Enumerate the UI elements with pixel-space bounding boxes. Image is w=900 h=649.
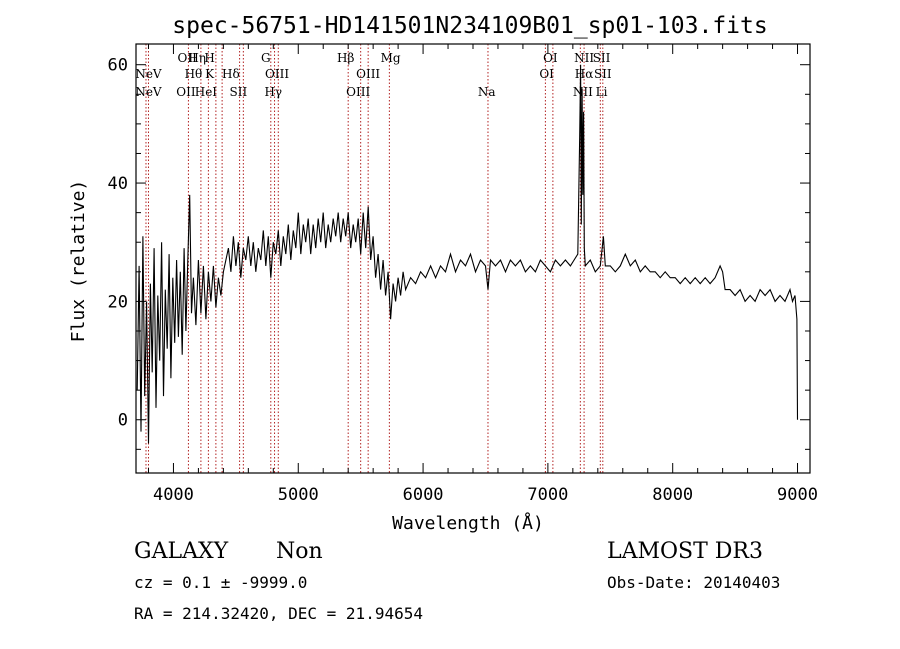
x-tick-label: 7000 bbox=[527, 485, 568, 505]
spectral-line-label: Hδ bbox=[222, 67, 240, 81]
spectral-line-label: HeI bbox=[195, 85, 218, 99]
spectral-line-label: OIII bbox=[346, 85, 370, 99]
y-tick-label: 0 bbox=[118, 411, 128, 431]
spectral-line-markers bbox=[145, 44, 604, 473]
spectral-line-label: K bbox=[205, 67, 215, 81]
spectral-line-label: NII bbox=[573, 85, 593, 99]
spectral-line-label: Hθ bbox=[185, 67, 203, 81]
spectral-line-label: Mg bbox=[381, 51, 401, 65]
survey-name: LAMOST DR3 bbox=[607, 539, 763, 564]
spectral-line-label: Na bbox=[478, 85, 496, 99]
spectral-line-label: SII bbox=[594, 67, 612, 81]
spectral-line-label: SII bbox=[229, 85, 247, 99]
spectral-line-label: H bbox=[204, 51, 214, 65]
y-axis-label: Flux (relative) bbox=[68, 180, 89, 343]
object-subclass: Non bbox=[276, 539, 323, 564]
x-tick-label: 8000 bbox=[652, 485, 693, 505]
spectral-line-label: SII bbox=[593, 51, 611, 65]
x-tick-label: 5000 bbox=[278, 485, 319, 505]
x-tick-label: 9000 bbox=[777, 485, 818, 505]
spectral-line-label: OII bbox=[176, 85, 196, 99]
x-tick-label: 6000 bbox=[403, 485, 444, 505]
spectral-line-label: OII bbox=[178, 51, 198, 65]
spectral-line-label: NeV bbox=[135, 67, 162, 81]
spectral-line-label: Hα bbox=[575, 67, 594, 81]
spectral-line-label: OIII bbox=[265, 67, 289, 81]
observation-date: Obs-Date: 20140403 bbox=[607, 573, 780, 592]
y-tick-label: 20 bbox=[108, 292, 128, 312]
spectral-line-label: Li bbox=[596, 85, 608, 99]
spectral-line-label: Hη bbox=[188, 51, 206, 65]
x-axis-ticks: 4000 5000 6000 7000 8000 9000 bbox=[147, 44, 818, 505]
y-axis-ticks: 0 20 40 60 bbox=[108, 56, 810, 450]
spectral-line-label: Hβ bbox=[337, 51, 354, 65]
spectral-line-label: OI bbox=[539, 67, 554, 81]
spectral-line-label: G bbox=[261, 51, 271, 65]
spectral-line-label: Hγ bbox=[264, 85, 282, 99]
coordinates-readout: RA = 214.32420, DEC = 21.94654 bbox=[134, 604, 423, 623]
y-tick-label: 60 bbox=[108, 56, 128, 76]
spectral-line-label: OI bbox=[543, 51, 558, 65]
chart-title: spec-56751-HD141501N234109B01_sp01-103.f… bbox=[172, 13, 767, 39]
spectral-line-label: NII bbox=[574, 51, 594, 65]
spectral-line-label: OIII bbox=[356, 67, 380, 81]
flux-series-line bbox=[136, 64, 799, 444]
x-axis-label: Wavelength (Å) bbox=[392, 512, 544, 534]
redshift-readout: cz = 0.1 ± -9999.0 bbox=[134, 573, 307, 592]
object-class: GALAXY bbox=[134, 539, 229, 564]
spectral-line-label: NeV bbox=[135, 85, 162, 99]
y-tick-label: 40 bbox=[108, 174, 128, 194]
x-tick-label: 4000 bbox=[153, 485, 194, 505]
